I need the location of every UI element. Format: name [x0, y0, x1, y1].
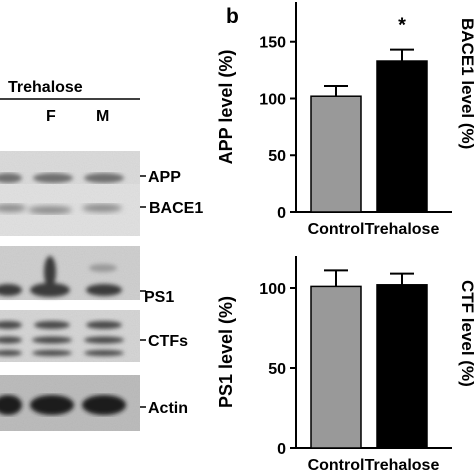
bar-trehalose [376, 60, 428, 213]
y-tick-label: 150 [259, 35, 286, 52]
bar-control [310, 285, 362, 449]
svg-text:BACE1: BACE1 [149, 200, 203, 217]
blot-strip-ctfs [0, 310, 140, 362]
right-axis-label: BACE1 level (%) [458, 18, 474, 149]
band-label-ctfs: CTFs [140, 333, 188, 350]
lane-label-m: M [96, 108, 109, 125]
band-label-ps1: PS1 [140, 289, 174, 306]
y-tick-label: 50 [268, 361, 286, 378]
y-tick-label: 100 [259, 281, 286, 298]
blot-strip-bace1 [0, 184, 140, 236]
y-tick-label: 0 [277, 205, 286, 222]
bar-trehalose [376, 284, 428, 449]
y-tick-label: 0 [277, 441, 286, 458]
band-label-actin: Actin [140, 400, 188, 417]
x-tick-label: Control [308, 221, 365, 238]
svg-text:CTFs: CTFs [148, 333, 188, 350]
x-tick-label: Trehalose [365, 221, 440, 238]
blot-strip-ps1 [0, 246, 140, 300]
y-axis-label: APP level (%) [216, 50, 236, 165]
x-tick-label: Trehalose [365, 457, 440, 474]
lane-label-f: F [46, 108, 56, 125]
x-tick-label: Control [308, 457, 365, 474]
y-axis-label: PS1 level (%) [216, 296, 236, 408]
band-label-app: APP [140, 169, 181, 186]
blot-group-label: Trehalose [8, 79, 83, 96]
significance-marker: * [398, 15, 406, 37]
bar-control [310, 95, 362, 213]
y-tick-label: 100 [259, 91, 286, 108]
band-label-bace1: BACE1 [140, 200, 203, 217]
western-blot: Trehalose F M [0, 79, 203, 431]
svg-text:APP: APP [148, 169, 181, 186]
blot-strip-actin [0, 375, 140, 431]
panel-label-b: b [226, 5, 239, 28]
svg-text:PS1: PS1 [144, 289, 174, 306]
chart-app-level: 0 50 100 150 APP level (%) BACE1 level (%) Con… [216, 2, 474, 238]
svg-text:Actin: Actin [148, 400, 188, 417]
chart-ps1-level: 0 50 100 PS1 level (%) CTF level (%) Control T… [216, 256, 474, 474]
y-tick-label: 50 [268, 148, 286, 165]
right-axis-label: CTF level (%) [458, 280, 474, 387]
